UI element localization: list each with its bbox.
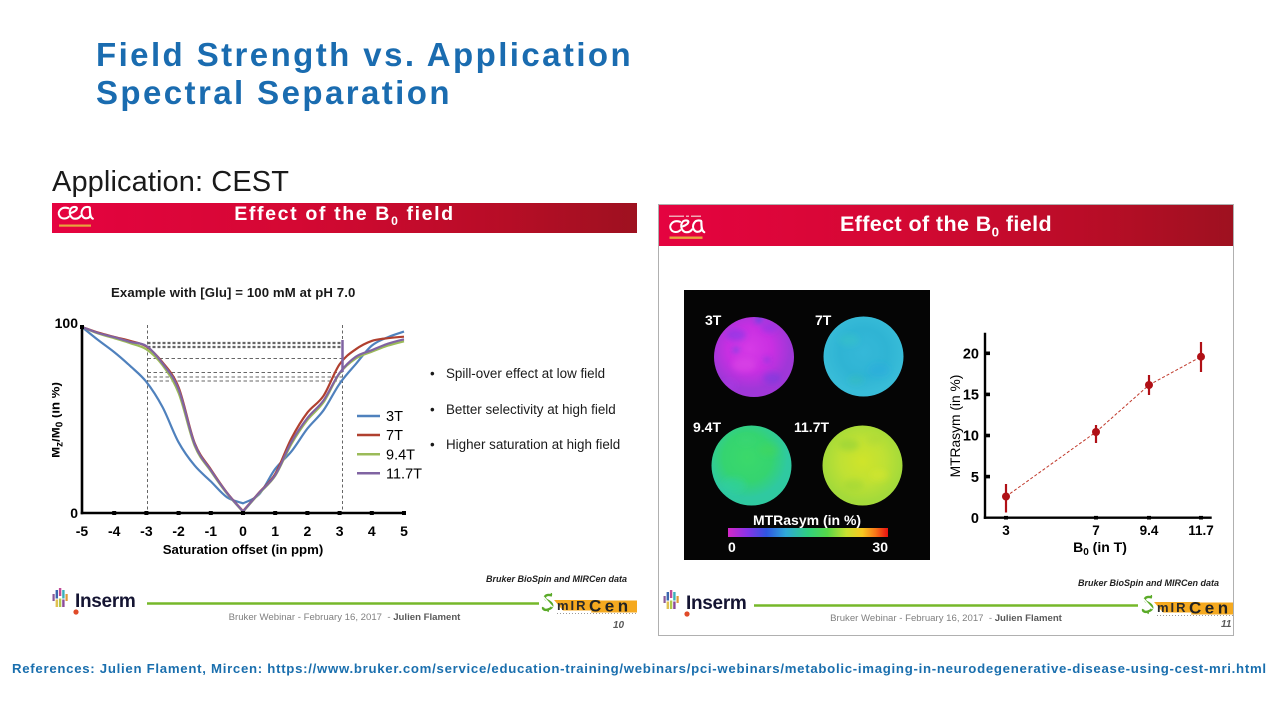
svg-text:-4: -4 (108, 523, 121, 539)
svg-text:7T: 7T (815, 312, 832, 328)
svg-text:mIR: mIR (557, 598, 588, 613)
svg-text:11.7T: 11.7T (794, 419, 829, 435)
svg-text:-2: -2 (172, 523, 185, 539)
svg-text:2: 2 (304, 523, 312, 539)
svg-text:Mz/M0 (in %): Mz/M0 (in %) (52, 382, 66, 458)
svg-text:Cen: Cen (1189, 599, 1232, 618)
svg-text:Inserm: Inserm (686, 593, 747, 614)
svg-text:5: 5 (971, 470, 979, 486)
svg-text:10: 10 (963, 429, 979, 445)
svg-text:15: 15 (963, 388, 979, 404)
svg-text:-5: -5 (76, 523, 89, 539)
svg-text:100: 100 (55, 315, 79, 331)
svg-text:4: 4 (368, 523, 376, 539)
svg-text:30: 30 (872, 539, 888, 555)
svg-text:9.4: 9.4 (1140, 523, 1159, 538)
svg-text:5: 5 (400, 523, 408, 539)
svg-text:Inserm: Inserm (75, 591, 136, 612)
svg-text:0: 0 (728, 539, 736, 555)
svg-text:7: 7 (1092, 523, 1100, 538)
svg-text:9.4T: 9.4T (693, 419, 721, 435)
svg-text:1: 1 (271, 523, 279, 539)
svg-text:Saturation offset (in ppm): Saturation offset (in ppm) (163, 542, 323, 557)
svg-text:3T: 3T (386, 409, 403, 425)
svg-text:0: 0 (239, 523, 247, 539)
svg-text:11.7T: 11.7T (386, 466, 422, 482)
svg-text:B0 (in T): B0 (in T) (1073, 539, 1127, 558)
svg-text:20: 20 (963, 347, 979, 363)
svg-text:0: 0 (971, 511, 979, 527)
svg-text:7T: 7T (386, 428, 403, 444)
svg-text:9.4T: 9.4T (386, 447, 415, 463)
svg-text:3: 3 (1002, 523, 1010, 538)
svg-text:3: 3 (336, 523, 344, 539)
svg-text:mIR: mIR (1157, 600, 1188, 615)
svg-text:11.7: 11.7 (1188, 523, 1214, 538)
svg-text:MTRasym (in %): MTRasym (in %) (753, 512, 861, 528)
svg-text:0: 0 (70, 505, 78, 521)
svg-text:-1: -1 (205, 523, 218, 539)
svg-text:3T: 3T (705, 312, 722, 328)
svg-text:Cen: Cen (589, 597, 632, 616)
svg-text:-3: -3 (140, 523, 153, 539)
svg-text:MTRasym (in %): MTRasym (in %) (948, 375, 963, 478)
